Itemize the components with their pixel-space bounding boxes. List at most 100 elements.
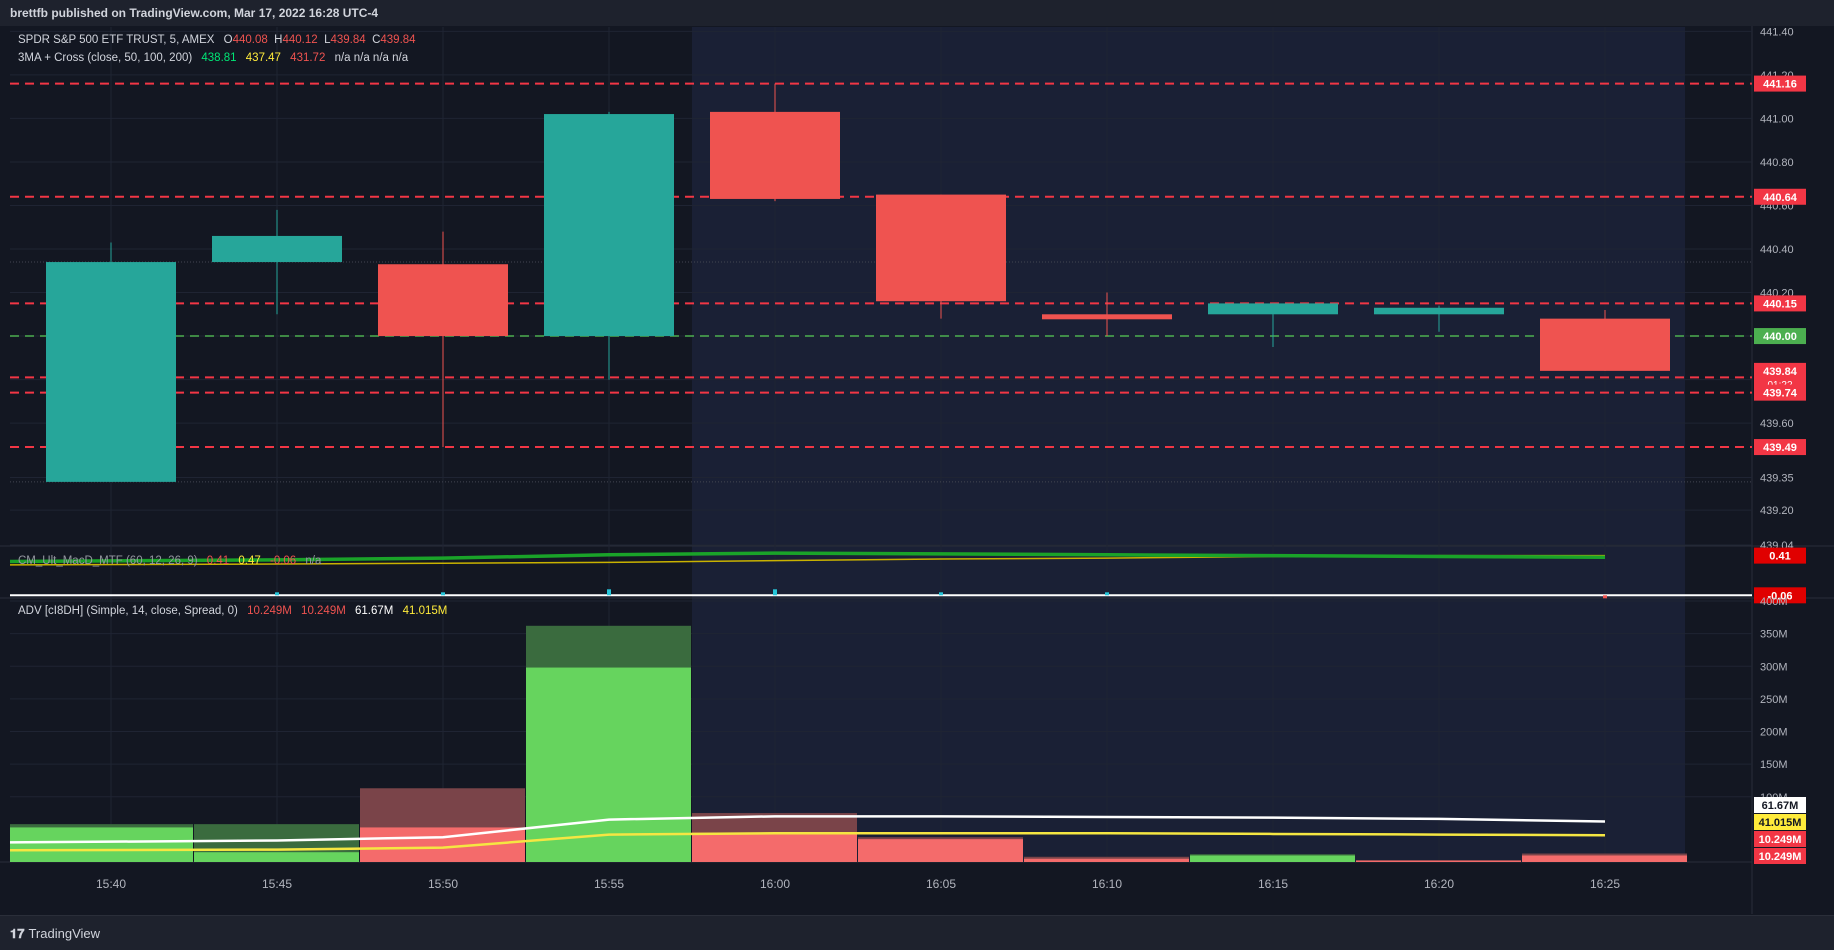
legend-main-line1: SPDR S&P 500 ETF TRUST, 5, AMEX O440.08 … — [18, 34, 422, 46]
candle-body — [1540, 318, 1670, 371]
current-price-badge — [1754, 384, 1806, 401]
ma-value-2: 437.47 — [245, 52, 281, 64]
volume-bar-part — [10, 827, 193, 862]
adv-value-2: 10.249M — [301, 605, 346, 617]
volume-value-badge — [1754, 797, 1806, 813]
legend-main-line2: 3MA + Cross (close, 50, 100, 200) 438.81… — [18, 52, 414, 64]
macd-line — [9, 551, 1606, 564]
time-tick-label: 16:00 — [760, 877, 790, 891]
adv-value-3: 61.67M — [355, 605, 394, 617]
ma-value-3: 431.72 — [290, 52, 326, 64]
candle-body — [1042, 314, 1172, 320]
volume-bar-part — [858, 839, 1023, 862]
volume-tick-label: 200M — [1760, 727, 1788, 739]
candle-body — [378, 264, 508, 337]
candle-body — [876, 194, 1006, 302]
level-price-badge — [1754, 439, 1806, 456]
volume-bar-part — [526, 667, 691, 862]
volume-tick-label: 350M — [1760, 629, 1788, 641]
candle-body — [1374, 307, 1504, 315]
volume-bar-part — [692, 832, 857, 862]
volume-tick-label: 150M — [1760, 759, 1788, 771]
adv-ma-yellow-line — [9, 832, 1606, 852]
level-price-label: 440.15 — [1763, 298, 1797, 310]
volume-tick-label: 400M — [1760, 596, 1788, 608]
macd-name[interactable]: CM_Ult_MacD_MTF (60, 12, 26, 9) — [18, 555, 198, 567]
macd-value-label: 0.41 — [1769, 551, 1790, 563]
ohlc-close-label: C — [372, 34, 381, 46]
legend-adv: ADV [cI8DH] (Simple, 14, close, Spread, … — [18, 605, 453, 617]
ma-value-1: 438.81 — [201, 52, 237, 64]
macd-histogram-bar — [1105, 592, 1109, 596]
volume-value-label: 10.249M — [1759, 834, 1802, 846]
macd-value-1: 0.41 — [206, 555, 230, 567]
level-price-badge — [1754, 295, 1806, 312]
adv-value-1: 10.249M — [247, 605, 292, 617]
current-price-label: 439.84 — [1763, 366, 1798, 378]
macd-histogram-bar — [441, 592, 445, 596]
level-price-badge — [1754, 188, 1806, 205]
price-tick-label: 440.40 — [1760, 244, 1794, 256]
volume-value-badge — [1754, 848, 1806, 864]
legend-macd: CM_Ult_MacD_MTF (60, 12, 26, 9) 0.41 0.4… — [18, 555, 327, 567]
volume-value-label: 10.249M — [1759, 851, 1802, 863]
macd-na: n/a — [305, 555, 322, 567]
ma-indicator-name[interactable]: 3MA + Cross (close, 50, 100, 200) — [18, 52, 193, 64]
time-tick-label: 16:20 — [1424, 877, 1454, 891]
macd-histogram-bar — [939, 592, 943, 596]
ohlc-low-label: L — [324, 34, 331, 46]
macd-value-label: -0.06 — [1767, 590, 1792, 602]
price-tick-label: 441.00 — [1760, 113, 1794, 125]
adv-ma-white-line — [9, 815, 1606, 844]
volume-bar-part — [1190, 855, 1355, 862]
chart-footer: 𝟏𝟕 TradingView — [0, 915, 1834, 950]
macd-histogram-bar — [773, 589, 777, 596]
time-tick-label: 16:25 — [1590, 877, 1620, 891]
candle-body — [212, 235, 342, 263]
price-tick-label: 439.60 — [1760, 418, 1794, 430]
time-tick-label: 15:55 — [594, 877, 624, 891]
candle-body — [544, 114, 674, 337]
volume-bar-part — [1522, 855, 1687, 862]
tradingview-logo[interactable]: 𝟏𝟕 TradingView — [10, 926, 100, 942]
ohlc-open: 440.08 — [232, 34, 268, 46]
publisher-text: brettfb published on TradingView.com, Ma… — [10, 6, 379, 20]
time-tick-label: 15:45 — [262, 877, 292, 891]
price-tick-label: 439.35 — [1760, 473, 1794, 485]
macd-value-badge — [1754, 547, 1806, 564]
candle-body — [1208, 303, 1338, 315]
price-tick-label: 439.20 — [1760, 505, 1794, 517]
time-tick-label: 15:50 — [428, 877, 458, 891]
level-price-label: 440.64 — [1763, 192, 1798, 204]
adv-value-4: 41.015M — [402, 605, 448, 617]
volume-value-label: 41.015M — [1759, 817, 1802, 829]
ohlc-open-label: O — [223, 34, 233, 46]
volume-bar-part — [194, 852, 359, 862]
brand-text: TradingView — [28, 926, 101, 941]
tradingview-icon: 𝟏𝟕 — [10, 926, 25, 941]
volume-value-badge — [1754, 814, 1806, 830]
ohlc-low: 439.84 — [330, 34, 366, 46]
candle-body — [710, 111, 840, 199]
current-price-label: 439.74 — [1763, 388, 1798, 400]
ma-na-values: n/a n/a n/a n/a — [334, 52, 409, 64]
level-price-label: 440.00 — [1763, 331, 1797, 343]
time-tick-label: 16:05 — [926, 877, 956, 891]
candle-body — [46, 262, 176, 482]
macd-value-badge — [1754, 587, 1806, 604]
symbol-name[interactable]: SPDR S&P 500 ETF TRUST, 5, AMEX — [18, 34, 215, 46]
volume-bar-part — [360, 827, 525, 862]
volume-tick-label: 300M — [1760, 661, 1788, 673]
level-price-label: 441.16 — [1763, 79, 1797, 91]
ohlc-high-label: H — [274, 34, 283, 46]
volume-bar-part — [1024, 858, 1189, 862]
time-tick-label: 16:10 — [1092, 877, 1122, 891]
time-tick-label: 15:40 — [96, 877, 126, 891]
ohlc-close: 439.84 — [380, 34, 416, 46]
adv-name[interactable]: ADV [cI8DH] (Simple, 14, close, Spread, … — [18, 605, 238, 617]
session-shading — [692, 27, 1685, 862]
price-tick-label: 441.40 — [1760, 26, 1794, 38]
volume-value-label: 61.67M — [1762, 800, 1799, 812]
macd-value-3: -0.06 — [269, 555, 297, 567]
